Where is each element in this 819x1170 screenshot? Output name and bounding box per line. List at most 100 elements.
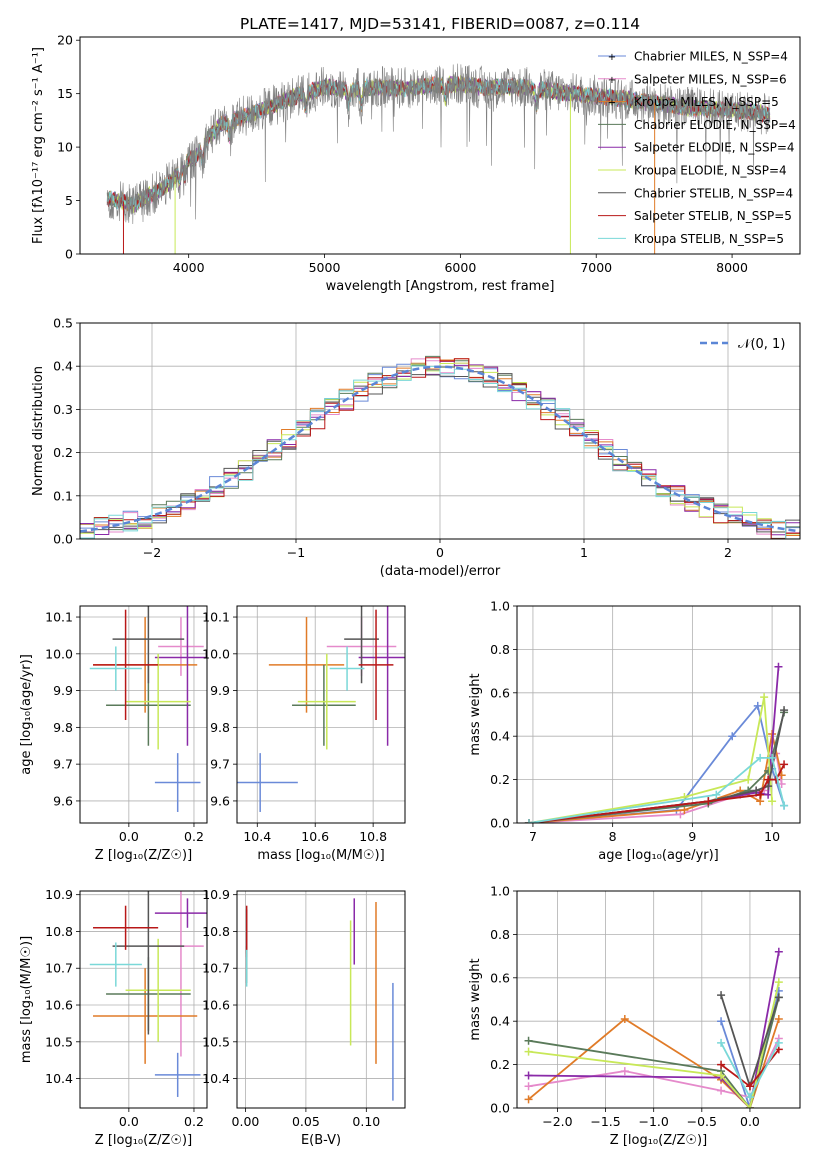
weight_vs_age-ylabel: mass weight xyxy=(468,673,483,755)
age_vs_mass-points xyxy=(237,606,405,812)
mass_vs_Z-ytick-label: 10.7 xyxy=(45,961,73,976)
legend-label: Chabrier STELIB, N_SSP=4 xyxy=(634,186,793,200)
weight-marker xyxy=(524,819,533,823)
age_vs_mass-ytick-label: 9.7 xyxy=(210,757,230,772)
mass_vs_Z-xlabel: Z [log₁₀(Z/Z☉)] xyxy=(95,1133,192,1148)
errorbar-point xyxy=(93,968,198,1064)
mass_vs_EBV-frame xyxy=(236,890,406,1109)
errorbar-point xyxy=(358,606,405,746)
weight_vs_age-ytick-label: 0.0 xyxy=(490,816,510,831)
weight_vs_Z-ytick-label: 0.8 xyxy=(490,927,510,942)
age_vs_Z-ylabel: age [log₁₀(age/yr)] xyxy=(19,654,34,775)
age_vs_mass-axes: 10.4 10.6 10.8 9.6 9.7 9.8 9.9 10.0 10.1 mass [lo… xyxy=(202,606,405,863)
residuals-ytick-label: 0.1 xyxy=(53,488,73,503)
age_vs_mass-xtick-label: 10.4 xyxy=(243,829,271,844)
spectrum-xtick-label: 7000 xyxy=(580,260,612,275)
weight_vs_age-ytick-label: 0.2 xyxy=(490,772,510,787)
mass_vs_EBV-xtick-label: 0.00 xyxy=(232,1114,260,1129)
age_vs_Z-ytick-label: 10.1 xyxy=(45,610,73,625)
weight-marker xyxy=(524,1047,533,1056)
spectrum-frame xyxy=(79,36,801,255)
errorbar-point xyxy=(112,606,185,684)
mass_vs_EBV-ytick-label: 10.7 xyxy=(202,961,230,976)
weight_vs_age-xtick-label: 7 xyxy=(529,829,537,844)
age_vs_Z-ytick-label: 9.9 xyxy=(53,683,73,698)
mass_vs_EBV-xlabel: E(B-V) xyxy=(301,1133,341,1148)
weight-marker xyxy=(524,1071,533,1080)
weight_vs_Z-xtick-label: −2.0 xyxy=(542,1114,572,1129)
legend-label: Kroupa STELIB, N_SSP=5 xyxy=(634,232,784,246)
figure-title: PLATE=1417, MJD=53141, FIBERID=0087, z=0… xyxy=(240,15,640,33)
errorbar-point xyxy=(125,653,191,750)
age_vs_mass-ytick-label: 9.9 xyxy=(210,683,230,698)
age_vs_mass-xtick-label: 10.6 xyxy=(301,829,329,844)
legend-label: Salpeter MILES, N_SSP=6 xyxy=(634,72,787,86)
weight_vs_age-ytick-label: 0.4 xyxy=(490,729,510,744)
weight_vs_Z-ytick-label: 0.6 xyxy=(490,970,510,985)
errorbar-point xyxy=(93,905,159,950)
residuals-xtick-label: −2 xyxy=(143,545,161,560)
legend-label: Chabrier MILES, N_SSP=4 xyxy=(634,50,788,64)
weight-marker xyxy=(780,706,789,715)
weight_vs_Z-ylabel: mass weight xyxy=(468,958,483,1040)
weight_vs_age-ytick-label: 1.0 xyxy=(490,599,510,614)
age_vs_Z-ytick-label: 9.6 xyxy=(53,793,73,808)
age_vs_mass-ytick-label: 10.0 xyxy=(202,646,230,661)
weight-marker xyxy=(717,1071,726,1080)
weight-marker xyxy=(717,991,726,1000)
mass_vs_Z-axes: 0.0 0.2 10.4 10.5 10.6 10.7 10.8 10.9 Z [log₁₀(Z… xyxy=(19,887,207,1148)
weight-marker xyxy=(756,753,765,762)
errorbar-point xyxy=(292,664,356,746)
weight-line xyxy=(528,981,780,1108)
errorbar-point xyxy=(297,653,356,750)
weight-marker xyxy=(768,753,777,762)
weight-line xyxy=(528,710,785,823)
mass_vs_Z-ytick-label: 10.5 xyxy=(45,1034,73,1049)
mass_vs_EBV-ytick-label: 10.8 xyxy=(202,924,230,939)
residuals-xtick-label: 0 xyxy=(436,545,444,560)
weight-marker xyxy=(780,760,789,769)
weight-marker xyxy=(712,790,721,799)
spectrum-xlabel: wavelength [Angstrom, rest frame] xyxy=(326,279,555,294)
weight-marker xyxy=(780,801,789,810)
spectrum-lines xyxy=(106,63,771,254)
errorbar-point xyxy=(93,609,159,721)
legend-marker: + xyxy=(608,75,616,86)
age_vs_Z-xtick-label: 0.2 xyxy=(184,829,204,844)
weight-marker xyxy=(753,701,762,710)
weight-marker xyxy=(774,1015,783,1024)
weight_vs_Z-xtick-label: 0.0 xyxy=(740,1114,760,1129)
weight-marker xyxy=(756,790,765,799)
spectrum-ytick-label: 20 xyxy=(57,33,73,48)
weight_vs_Z-xtick-label: −0.5 xyxy=(687,1114,717,1129)
residuals-ytick-label: 0.0 xyxy=(53,532,73,547)
residuals-histograms xyxy=(80,355,800,539)
weight-marker xyxy=(728,732,737,741)
weight_vs_Z-ytick-label: 0.2 xyxy=(490,1057,510,1072)
weight-line xyxy=(528,666,780,823)
errorbar-point xyxy=(112,891,185,1035)
residuals-legend-label: 𝒩(0, 1) xyxy=(738,337,785,352)
mass_vs_Z-ytick-label: 10.4 xyxy=(45,1071,73,1086)
errorbar-point xyxy=(154,606,207,746)
spectrum-ytick-label: 0 xyxy=(65,247,73,262)
residuals-frame xyxy=(79,322,801,540)
mass_vs_Z-frame xyxy=(79,890,208,1109)
weight_vs_Z-xtick-label: −1.5 xyxy=(590,1114,620,1129)
age_vs_Z-axes: 0.0 0.2 9.6 9.7 9.8 9.9 10.0 10.1 Z [log₁₀(Z/Z☉)… xyxy=(19,606,207,863)
mass_vs_EBV-points xyxy=(245,898,394,1101)
residuals-xtick-label: 2 xyxy=(724,545,732,560)
legend-label: Salpeter STELIB, N_SSP=5 xyxy=(634,209,792,223)
spectrum-xtick-label: 5000 xyxy=(309,260,341,275)
weight-marker xyxy=(524,1082,533,1091)
mass_vs_EBV-xtick-label: 0.10 xyxy=(352,1114,380,1129)
errorbar-point xyxy=(125,938,191,1042)
errorbar-point xyxy=(154,898,207,928)
weight-marker xyxy=(717,1038,726,1047)
normal-curve xyxy=(80,365,800,533)
spectrum-xtick-label: 6000 xyxy=(444,260,476,275)
weight-marker xyxy=(745,1082,754,1091)
age_vs_Z-ytick-label: 10.0 xyxy=(45,646,73,661)
errorbar-point xyxy=(89,942,142,987)
